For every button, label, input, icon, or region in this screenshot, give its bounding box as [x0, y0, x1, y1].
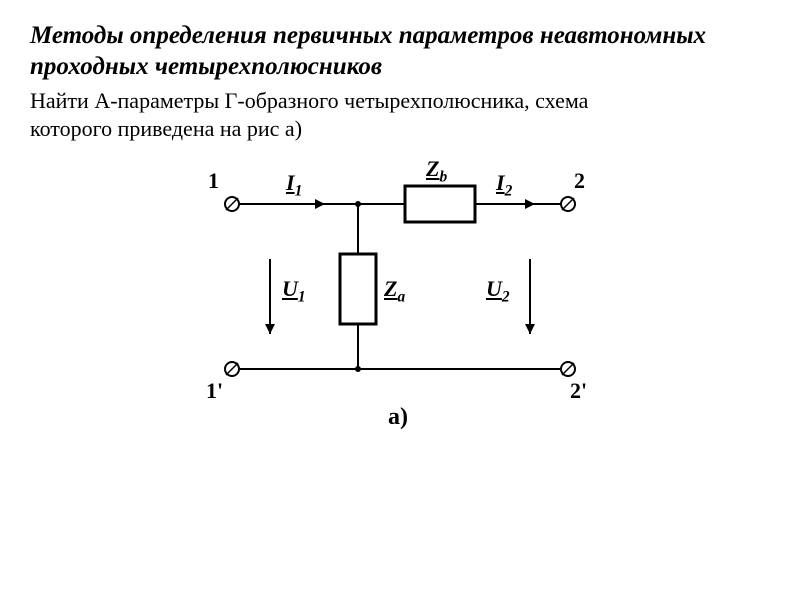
- current-i2-label: I2: [496, 170, 512, 200]
- i2-sub: 2: [505, 182, 513, 199]
- zb-pre: Z: [426, 156, 439, 181]
- i1-pre: I: [286, 170, 295, 195]
- u1-pre: U: [282, 276, 298, 301]
- impedance-za-label: Za: [384, 276, 405, 306]
- terminal-1p-label: 1': [206, 378, 223, 404]
- impedance-zb-label: Zb: [426, 156, 447, 186]
- voltage-u1-label: U1: [282, 276, 306, 306]
- subtitle: Найти А-параметры Г-образного четырехпол…: [30, 87, 770, 144]
- za-pre: Z: [384, 276, 397, 301]
- u1-sub: 1: [298, 288, 306, 305]
- zb-sub: b: [439, 168, 447, 185]
- terminal-2p-label: 2': [570, 378, 587, 404]
- subtitle-line1: Найти А-параметры Г-образного четырехпол…: [30, 88, 588, 113]
- current-i1-label: I1: [286, 170, 302, 200]
- circuit-diagram: 1 2 1' 2' I1 I2 Zb U1 U2 Za а): [190, 164, 610, 444]
- terminal-2-label: 2: [574, 168, 585, 194]
- i1-sub: 1: [295, 182, 303, 199]
- u2-sub: 2: [502, 288, 510, 305]
- u2-pre: U: [486, 276, 502, 301]
- figure-caption: а): [388, 404, 408, 431]
- subtitle-line2: которого приведена на рис а): [30, 116, 302, 141]
- i2-pre: I: [496, 170, 505, 195]
- za-sub: a: [397, 288, 405, 305]
- terminal-1-label: 1: [208, 168, 219, 194]
- page-title: Методы определения первичных параметров …: [30, 20, 770, 83]
- voltage-u2-label: U2: [486, 276, 510, 306]
